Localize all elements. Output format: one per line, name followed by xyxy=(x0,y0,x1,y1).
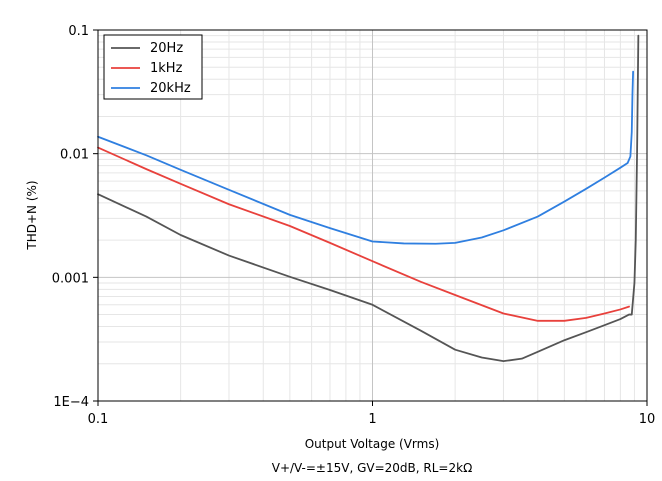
series-line-20khz xyxy=(97,70,635,245)
y-tick-label: 0.001 xyxy=(52,271,89,286)
y-tick-label: 1E−4 xyxy=(53,395,89,410)
x-tick-label: 10 xyxy=(639,412,656,427)
legend-label-20hz: 20Hz xyxy=(150,41,183,56)
chart-caption: V+/V-=±15V, GV=20dB, RL=2kΩ xyxy=(272,461,473,475)
x-tick-label: 1 xyxy=(368,412,376,427)
series-line-20hz xyxy=(97,34,640,363)
legend-label-20khz: 20kHz xyxy=(150,81,191,96)
series-layer xyxy=(97,34,640,363)
x-tick-label: 0.1 xyxy=(88,412,109,427)
y-tick-label: 0.1 xyxy=(68,24,89,39)
y-tick-label: 0.01 xyxy=(60,148,89,163)
tick-layer: 0.1 1 10 1E−4 0.001 0.01 0.1 xyxy=(52,24,655,427)
legend-label-1khz: 1kHz xyxy=(150,61,183,76)
y-axis-title: THD+N (%) xyxy=(25,180,39,250)
series-line-1khz xyxy=(97,146,630,322)
legend: 20Hz 1kHz 20kHz xyxy=(103,34,203,100)
x-axis-title: Output Voltage (Vrms) xyxy=(305,437,440,451)
